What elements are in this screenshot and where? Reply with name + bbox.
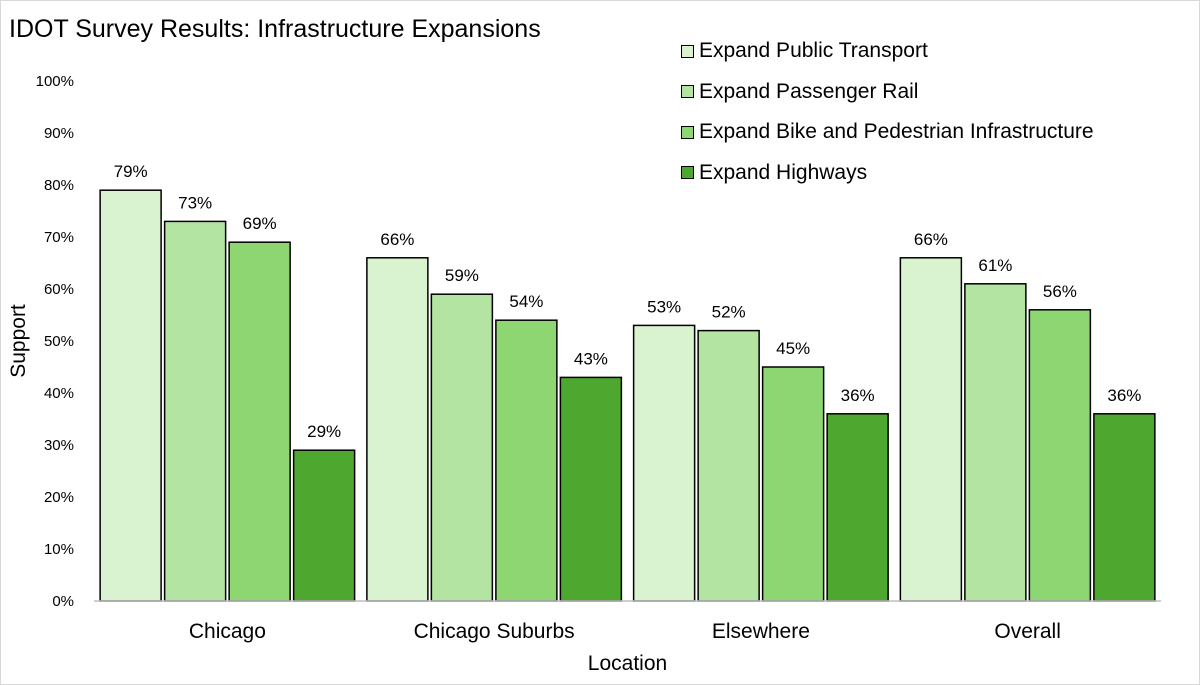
bar — [1028, 309, 1092, 602]
y-tick-label: 80% — [44, 177, 74, 194]
bar — [99, 189, 162, 602]
data-label: 52% — [712, 303, 746, 322]
data-label: 45% — [776, 339, 810, 358]
bar — [697, 329, 760, 602]
y-tick-label: 50% — [44, 333, 74, 350]
legend-swatch — [681, 85, 694, 99]
bar — [761, 366, 825, 602]
data-label: 43% — [574, 349, 608, 368]
bar — [495, 319, 558, 602]
legend-item: Expand Bike and Pedestrian Infrastructur… — [681, 112, 1094, 153]
legend-label: Expand Bike and Pedestrian Infrastructur… — [699, 120, 1094, 144]
x-axis-title: Location — [588, 652, 667, 675]
legend-label: Expand Highways — [699, 160, 868, 184]
legend-swatch — [681, 125, 694, 139]
data-label: 73% — [178, 193, 212, 212]
data-label: 54% — [509, 292, 543, 311]
data-label: 66% — [914, 230, 948, 249]
legend-swatch — [681, 44, 694, 58]
bar — [1093, 413, 1156, 602]
bar — [366, 257, 429, 602]
data-label: 36% — [841, 386, 875, 405]
bar — [964, 283, 1027, 602]
bar — [430, 293, 494, 602]
y-tick-label: 60% — [44, 281, 74, 298]
data-label: 79% — [114, 162, 148, 181]
data-label: 66% — [380, 230, 414, 249]
y-tick-label: 70% — [44, 229, 74, 246]
y-tick-label: 100% — [36, 73, 74, 90]
bar — [826, 413, 889, 602]
bar — [899, 257, 963, 602]
y-tick-label: 90% — [44, 125, 74, 142]
x-tick-label: Elsewhere — [712, 620, 810, 643]
legend-label: Expand Passenger Rail — [699, 79, 919, 103]
y-tick-label: 20% — [44, 489, 74, 506]
y-tick-label: 40% — [44, 385, 74, 402]
data-label: 59% — [445, 266, 479, 285]
data-label: 53% — [647, 297, 681, 316]
chart-title: IDOT Survey Results: Infrastructure Expa… — [9, 15, 541, 43]
bar — [559, 376, 623, 602]
legend-swatch — [681, 166, 694, 180]
x-tick-label: Overall — [994, 620, 1061, 643]
bar — [632, 324, 696, 602]
data-label: 61% — [978, 256, 1012, 275]
data-label: 56% — [1043, 282, 1077, 301]
x-tick-label: Chicago — [189, 620, 266, 643]
bar — [228, 241, 291, 602]
y-tick-label: 10% — [44, 541, 74, 558]
y-axis-title: Support — [7, 304, 30, 378]
data-label: 69% — [243, 214, 277, 233]
y-tick-label: 0% — [52, 593, 74, 610]
bar — [163, 220, 227, 602]
legend-label: Expand Public Transport — [699, 39, 928, 63]
y-tick-label: 30% — [44, 437, 74, 454]
x-tick-label: Chicago Suburbs — [414, 620, 575, 643]
legend: Expand Public Transport Expand Passenger … — [681, 31, 1094, 193]
legend-item: Expand Passenger Rail — [681, 72, 1094, 113]
legend-item: Expand Public Transport — [681, 31, 1094, 72]
bar — [292, 449, 356, 602]
legend-item: Expand Highways — [681, 153, 1094, 194]
data-label: 29% — [307, 422, 341, 441]
data-label: 36% — [1107, 386, 1141, 405]
